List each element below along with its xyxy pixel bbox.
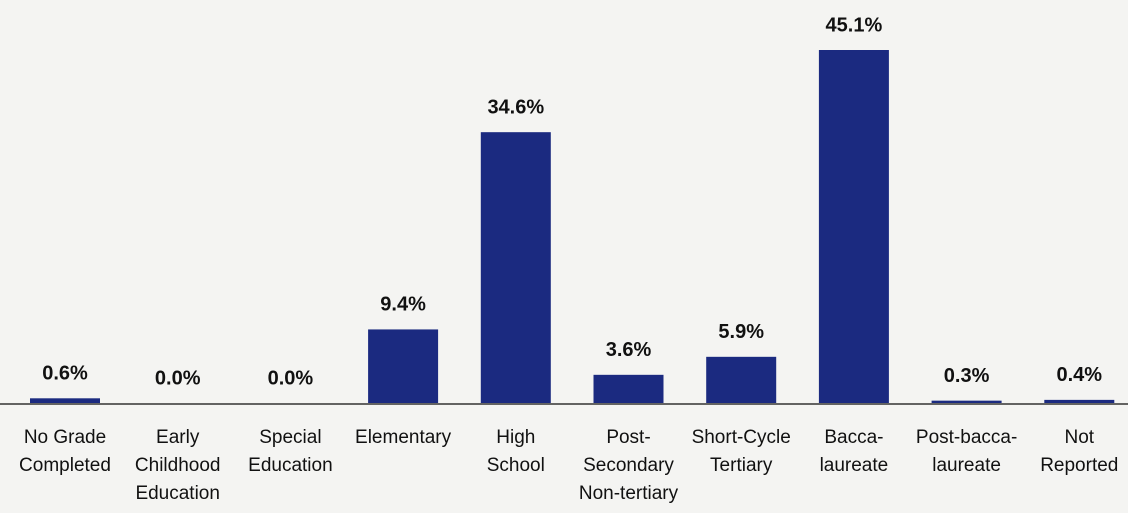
bar [368, 329, 439, 403]
value-label: 3.6% [606, 339, 652, 361]
value-label: 5.9% [718, 321, 764, 343]
value-label: 0.0% [155, 367, 201, 389]
value-label: 0.3% [944, 365, 990, 387]
x-tick-label: Secondary [583, 455, 674, 476]
x-tick-label: Tertiary [710, 455, 773, 476]
bar [30, 398, 100, 403]
bar [480, 132, 551, 404]
x-tick-label: Completed [19, 455, 111, 476]
x-tick-label: Post- [606, 427, 650, 448]
x-tick-label: Education [248, 455, 333, 476]
value-label: 0.4% [1057, 364, 1103, 386]
bar [931, 400, 1002, 403]
x-tick-label: Non-tertiary [579, 483, 679, 504]
value-label: 45.1% [826, 14, 883, 36]
x-tick-label: No Grade [24, 427, 106, 448]
value-label: 34.6% [487, 96, 544, 118]
bar [593, 374, 664, 403]
value-label: 0.0% [268, 367, 314, 389]
x-tick-label: Special [259, 427, 321, 448]
bar [1044, 399, 1115, 403]
bar [818, 50, 889, 403]
x-tick-label: High [496, 427, 535, 448]
value-label: 9.4% [380, 294, 426, 316]
x-tick-label: laureate [932, 455, 1001, 476]
bar [706, 356, 777, 403]
x-tick-label: Childhood [135, 455, 221, 476]
x-tick-label: Short-Cycle [692, 427, 791, 448]
x-tick-label: Bacca- [824, 427, 883, 448]
x-tick-label: Not [1065, 427, 1095, 448]
x-tick-label: School [487, 455, 545, 476]
x-tick-label: Elementary [355, 427, 452, 448]
x-tick-label: Early [156, 427, 200, 448]
x-tick-label: laureate [820, 455, 889, 476]
x-tick-label: Post-bacca- [916, 427, 1017, 448]
value-label: 0.6% [42, 363, 88, 385]
x-tick-label: Reported [1040, 455, 1118, 476]
x-tick-label: Education [135, 483, 220, 504]
